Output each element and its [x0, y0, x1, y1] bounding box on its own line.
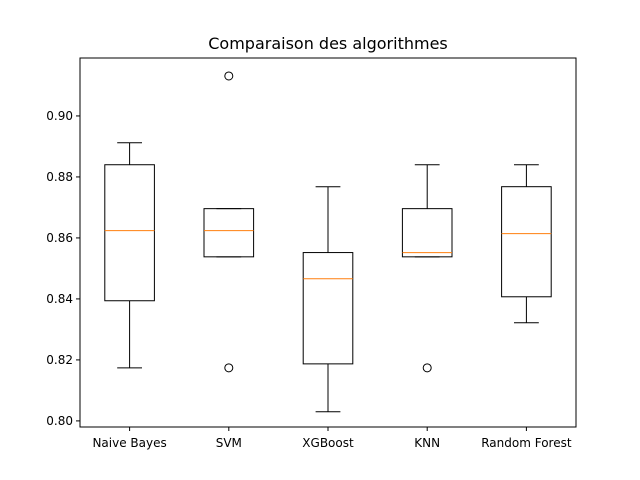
y-tick-label: 0.86: [46, 231, 73, 245]
x-tick-label: Random Forest: [481, 436, 572, 450]
y-tick-label: 0.84: [46, 292, 73, 306]
box: [501, 186, 552, 298]
chart-title: Comparaison des algorithmes: [208, 34, 448, 53]
x-tick-label: XGBoost: [302, 436, 354, 450]
box: [104, 164, 155, 302]
y-tick-label: 0.80: [46, 414, 73, 428]
x-tick-label: KNN: [414, 436, 440, 450]
plot-area: 0.80 0.82 0.84 0.86 0.88 0.90 Naive Bayes SVM XG…: [46, 71, 572, 450]
box: [302, 252, 354, 365]
x-tick-label: Naive Bayes: [92, 436, 166, 450]
box: [401, 208, 453, 258]
plot-frame: [79, 57, 577, 428]
outlier-point: [224, 71, 234, 81]
box: [203, 208, 255, 258]
x-tick-label: SVM: [216, 436, 242, 450]
y-tick-label: 0.90: [46, 109, 73, 123]
y-tick-label: 0.82: [46, 353, 73, 367]
outlier-point: [224, 363, 234, 373]
y-tick-label: 0.88: [46, 170, 73, 184]
outlier-point: [422, 363, 432, 373]
